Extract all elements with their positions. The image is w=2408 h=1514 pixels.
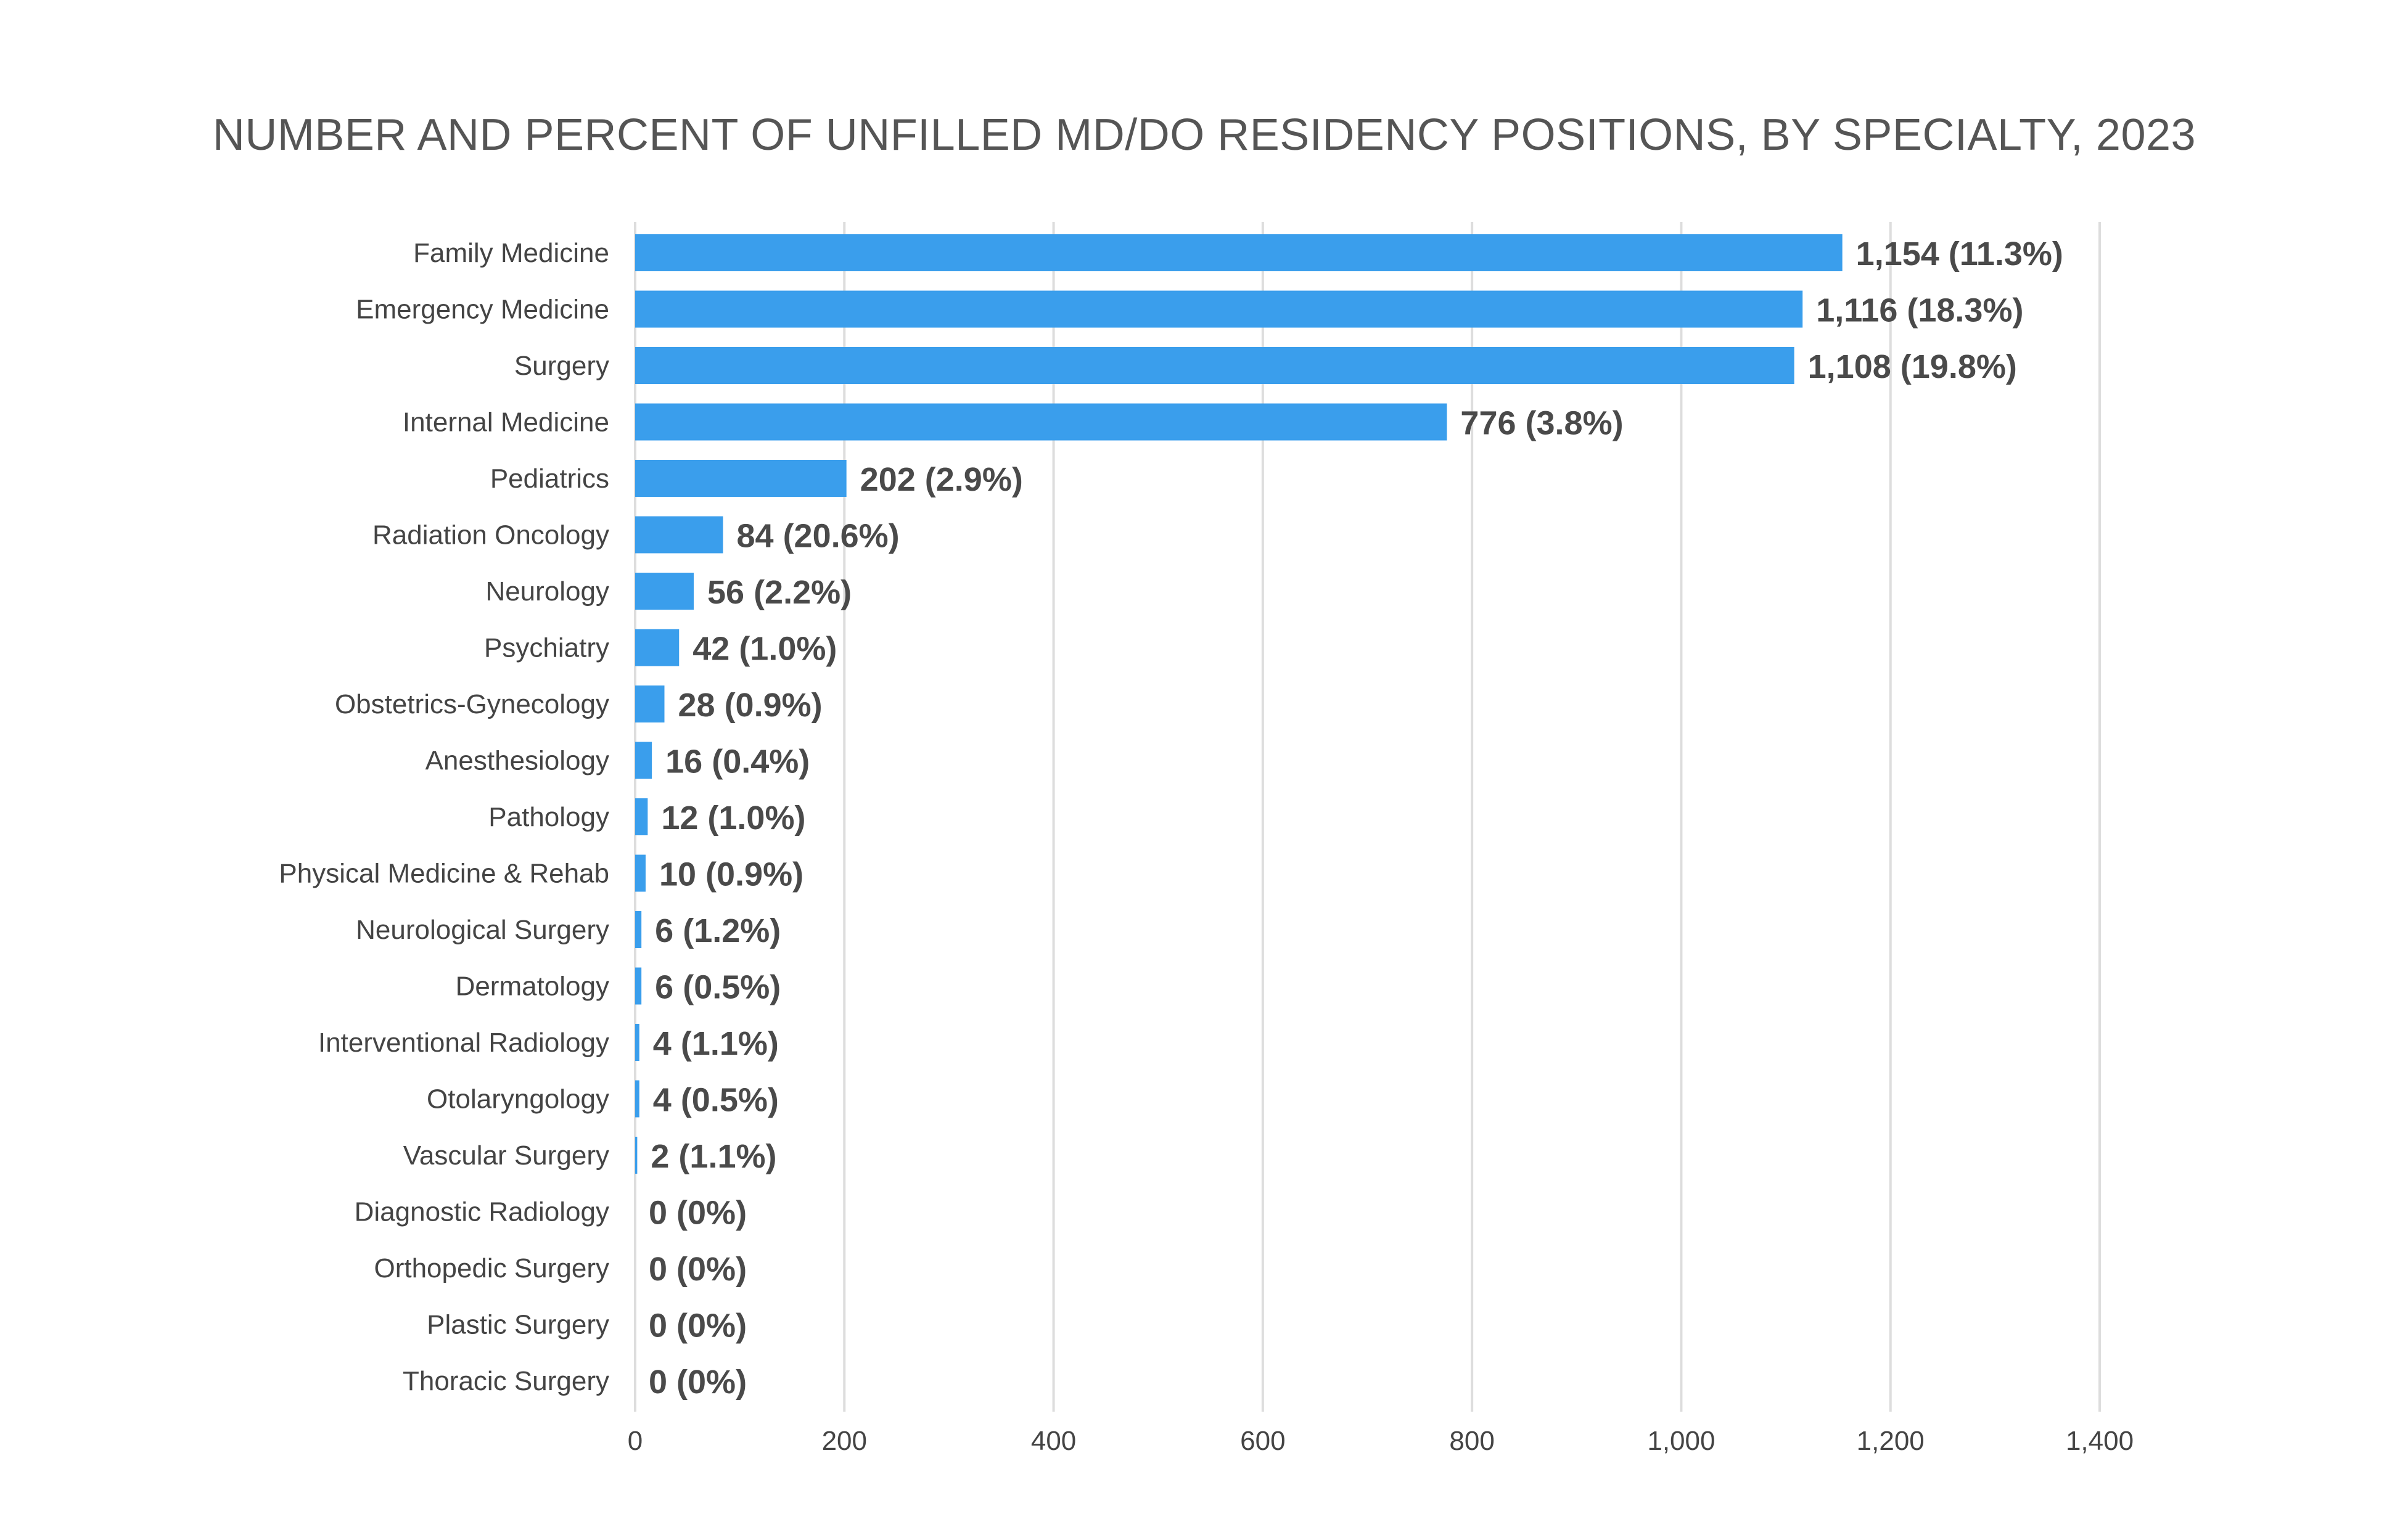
gridlines — [634, 222, 2101, 1412]
data-label: 10 (0.9%) — [659, 856, 803, 893]
data-label: 2 (1.1%) — [651, 1138, 776, 1175]
data-label: 12 (1.0%) — [661, 800, 805, 837]
category-label: Psychiatry — [484, 633, 609, 663]
x-tick-label: 0 — [628, 1426, 643, 1456]
category-label: Pathology — [488, 802, 609, 832]
bar — [635, 516, 723, 554]
data-label: 1,154 (11.3%) — [1856, 235, 2063, 272]
bar — [635, 347, 1794, 384]
category-label: Physical Medicine & Rehab — [279, 859, 609, 889]
bar — [635, 234, 1843, 271]
x-tick-label: 800 — [1449, 1426, 1494, 1456]
category-label: Dermatology — [456, 972, 609, 1002]
bar — [635, 911, 642, 948]
category-label: Vascular Surgery — [403, 1140, 609, 1171]
category-label: Thoracic Surgery — [403, 1366, 609, 1396]
category-label: Pediatrics — [490, 464, 609, 494]
data-label: 0 (0%) — [649, 1195, 747, 1232]
category-label: Neurology — [485, 576, 609, 607]
bars — [635, 234, 1843, 1174]
x-tick-label: 1,400 — [2066, 1426, 2134, 1456]
bar — [635, 573, 694, 610]
data-label: 6 (1.2%) — [655, 912, 781, 949]
data-label: 6 (0.5%) — [655, 969, 781, 1006]
category-label: Emergency Medicine — [356, 295, 609, 325]
category-label: Orthopedic Surgery — [374, 1253, 609, 1283]
data-label: 4 (0.5%) — [653, 1082, 779, 1119]
bar — [635, 685, 665, 722]
data-label: 42 (1.0%) — [692, 631, 837, 668]
data-label: 1,108 (19.8%) — [1808, 348, 2017, 385]
data-label: 0 (0%) — [649, 1364, 747, 1401]
category-labels: Family Medicine Emergency Medicine Surgery… — [279, 238, 609, 1396]
bar — [635, 1080, 639, 1118]
bar — [635, 798, 648, 835]
category-label: Interventional Radiology — [318, 1028, 609, 1058]
bar — [635, 1137, 638, 1174]
data-label: 202 (2.9%) — [860, 461, 1023, 498]
bar — [635, 967, 642, 1005]
category-label: Surgery — [514, 351, 609, 381]
category-label: Internal Medicine — [403, 407, 609, 438]
x-tick-label: 400 — [1031, 1426, 1076, 1456]
bar — [635, 629, 680, 666]
category-label: Obstetrics-Gynecology — [335, 689, 609, 719]
x-tick-label: 600 — [1240, 1426, 1285, 1456]
data-label: 4 (1.1%) — [653, 1025, 779, 1062]
category-label: Diagnostic Radiology — [355, 1197, 609, 1227]
category-label: Family Medicine — [413, 238, 609, 268]
data-label: 0 (0%) — [649, 1251, 747, 1288]
bar — [635, 1024, 639, 1061]
data-labels: 1,154 (11.3%) 1,116 (18.3%) 1,108 (19.8%) 7… — [649, 235, 2063, 1401]
data-label: 56 (2.2%) — [707, 574, 852, 611]
category-label: Neurological Surgery — [356, 915, 609, 945]
data-label: 84 (20.6%) — [737, 518, 900, 555]
category-label: Plastic Surgery — [427, 1310, 609, 1340]
x-tick-label: 1,000 — [1647, 1426, 1715, 1456]
data-label: 1,116 (18.3%) — [1816, 292, 2023, 329]
bar — [635, 742, 652, 779]
x-tick-label: 200 — [822, 1426, 867, 1456]
bar — [635, 290, 1803, 328]
bar — [635, 854, 646, 892]
data-label: 28 (0.9%) — [678, 687, 823, 724]
category-label: Radiation Oncology — [372, 520, 609, 550]
category-label: Anesthesiology — [425, 746, 609, 776]
x-axis-tick-labels: 0 200 400 600 800 1,000 1,200 1,400 — [628, 1426, 2134, 1456]
chart-title: NUMBER AND PERCENT OF UNFILLED MD/DO RES… — [213, 110, 2196, 160]
data-label: 16 (0.4%) — [665, 743, 810, 780]
category-label: Otolaryngology — [427, 1084, 609, 1115]
x-tick-label: 1,200 — [1857, 1426, 1925, 1456]
data-label: 0 (0%) — [649, 1307, 747, 1344]
bar — [635, 403, 1447, 441]
bar — [635, 460, 847, 497]
data-label: 776 (3.8%) — [1460, 405, 1623, 442]
